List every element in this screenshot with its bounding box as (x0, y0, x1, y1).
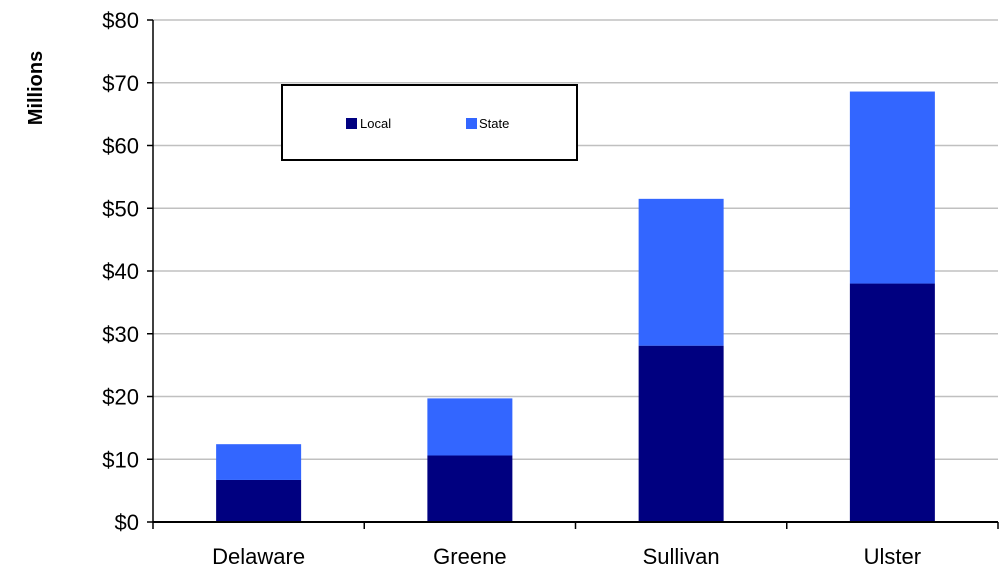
bars (216, 91, 935, 522)
y-tick-label: $70 (102, 71, 139, 96)
bar-state-ulster (849, 91, 935, 284)
y-tick-label: $80 (102, 8, 139, 33)
y-tick-label: $60 (102, 134, 139, 159)
x-tick-label: Sullivan (643, 544, 720, 569)
bar-state-delaware (216, 444, 302, 480)
bar-local-ulster (849, 283, 935, 522)
y-tick-label: $0 (115, 510, 139, 535)
y-tick-label: $30 (102, 322, 139, 347)
legend-label-local: Local (360, 116, 391, 131)
y-axis-label: Millions (25, 51, 47, 125)
y-tick-label: $50 (102, 196, 139, 221)
bar-state-greene (427, 398, 513, 456)
y-tick-label: $20 (102, 385, 139, 410)
x-tick-label: Delaware (212, 544, 305, 569)
x-tick-label: Ulster (864, 544, 921, 569)
y-tick-label: $10 (102, 447, 139, 472)
legend-label-state: State (479, 116, 509, 131)
x-tick-labels: Delaware Greene Sullivan Ulster (152, 522, 999, 569)
legend-box (281, 84, 578, 161)
legend-swatch-state (466, 118, 477, 129)
y-tick-label: $40 (102, 259, 139, 284)
bar-local-sullivan (638, 345, 724, 522)
y-tick-labels: $0 $10 $20 $30 $40 $50 $60 $70 $80 (102, 8, 153, 535)
bar-state-sullivan (638, 198, 724, 346)
bar-local-delaware (216, 479, 302, 522)
legend-swatch-local (346, 118, 357, 129)
legend: Local State (281, 84, 578, 161)
bar-local-greene (427, 455, 513, 522)
x-tick-label: Greene (433, 544, 506, 569)
